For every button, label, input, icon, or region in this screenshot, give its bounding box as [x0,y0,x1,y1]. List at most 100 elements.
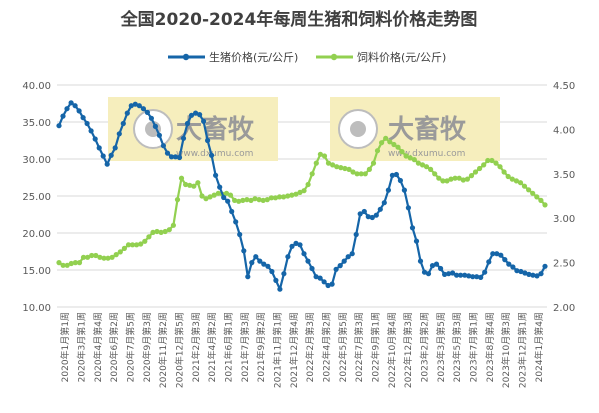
x-tick-label: 2023年8月第4周 [484,312,496,382]
data-point-hog [229,208,235,215]
data-point-feed [317,151,323,157]
data-point-hog [458,272,464,278]
data-point-hog [433,261,440,267]
data-point-hog [538,271,544,277]
data-point-hog [148,115,154,121]
data-point-hog [144,109,150,115]
data-point-hog [249,260,255,266]
data-point-feed [330,162,336,168]
data-point-feed [521,183,528,189]
x-tick-label: 2020年11月第2周 [157,312,169,388]
x-tick-label: 2020年7月第5周 [125,312,137,382]
data-point-feed [444,178,450,184]
data-point-feed [432,171,438,177]
data-point-hog [269,268,275,275]
data-point-feed [489,157,495,164]
data-point-feed [248,197,254,203]
data-point-hog [164,150,171,156]
data-point-feed [93,252,99,259]
series-layer [56,100,548,292]
data-point-feed [272,195,279,201]
data-point-feed [334,164,340,170]
legend-label-hog: 生猪价格(元/公斤) [209,50,298,64]
data-point-hog [341,258,347,264]
data-point-feed [289,192,295,198]
data-point-hog [361,208,367,215]
data-point-feed [534,194,540,200]
data-point-feed [538,197,544,203]
data-point-feed [481,162,487,168]
data-point-hog [401,187,407,193]
watermark-logo-eye-icon [350,121,366,137]
data-point-feed [501,169,507,175]
y-left-tick-label: 10.00 [22,303,51,314]
data-point-feed [350,169,356,175]
data-point-feed [505,173,511,180]
data-point-feed [178,175,185,181]
x-tick-label: 2021年7月第3周 [239,312,251,382]
x-tick-label: 2021年12月第4周 [288,312,300,388]
data-point-hog [385,187,391,193]
data-point-hog [478,274,484,280]
x-tick-label: 2022年9月第1周 [370,312,382,382]
data-point-hog [498,252,504,258]
data-point-feed [379,140,385,146]
legend-marker-hog [182,53,190,61]
data-point-hog [305,258,311,264]
data-point-feed [354,171,360,177]
data-point-hog [100,153,106,159]
data-point-hog [92,136,98,142]
data-point-feed [325,160,332,166]
data-point-hog [265,263,271,269]
data-point-feed [191,183,197,189]
y-left-tick-label: 25.00 [22,192,51,203]
data-point-feed [460,177,466,183]
data-point-feed [101,255,107,261]
data-point-hog [281,271,287,277]
x-axis: 2020年1月第1周 2020年3月第1周 2020年4月第4周 2020年6月第2周… [59,312,545,388]
data-point-feed [215,190,221,196]
data-point-feed [170,222,176,228]
data-point-feed [64,262,70,268]
data-point-feed [76,260,83,266]
data-point-hog [116,131,122,137]
data-point-feed [97,254,103,260]
data-point-feed [477,165,483,172]
data-point-feed [411,157,417,163]
x-tick-label: 2024年1月第4周 [533,312,545,382]
data-point-feed [60,262,66,268]
data-point-feed [117,249,123,255]
data-point-hog [225,198,231,204]
data-point-hog [289,243,295,249]
data-point-feed [309,171,315,177]
y-axis-right: 2.00 2.50 3.00 3.50 4.00 4.50 [553,81,575,314]
data-point-feed [468,173,475,179]
data-point-feed [150,229,156,235]
data-point-feed [223,190,230,196]
data-point-hog [309,265,315,272]
data-point-feed [293,191,299,197]
data-point-hog [120,120,126,127]
data-point-hog [470,274,476,280]
data-point-feed [415,160,421,166]
data-point-feed [162,228,168,235]
data-point-hog [156,132,162,138]
data-point-feed [256,197,262,203]
data-point-feed [497,164,503,170]
data-point-feed [542,202,548,208]
data-point-hog [413,238,420,244]
data-point-hog [494,251,500,257]
data-point-hog [253,254,259,260]
watermark-url: www.dxumu.com [176,149,253,159]
data-point-hog [80,115,86,121]
data-point-feed [138,241,144,247]
data-point-feed [109,254,115,260]
x-tick-label: 2020年3月第1周 [76,312,88,382]
data-point-hog [454,272,460,278]
data-point-hog [257,258,263,264]
data-point-hog [193,110,199,116]
data-point-hog [502,257,508,263]
data-point-hog [353,231,359,238]
data-point-feed [513,178,520,184]
